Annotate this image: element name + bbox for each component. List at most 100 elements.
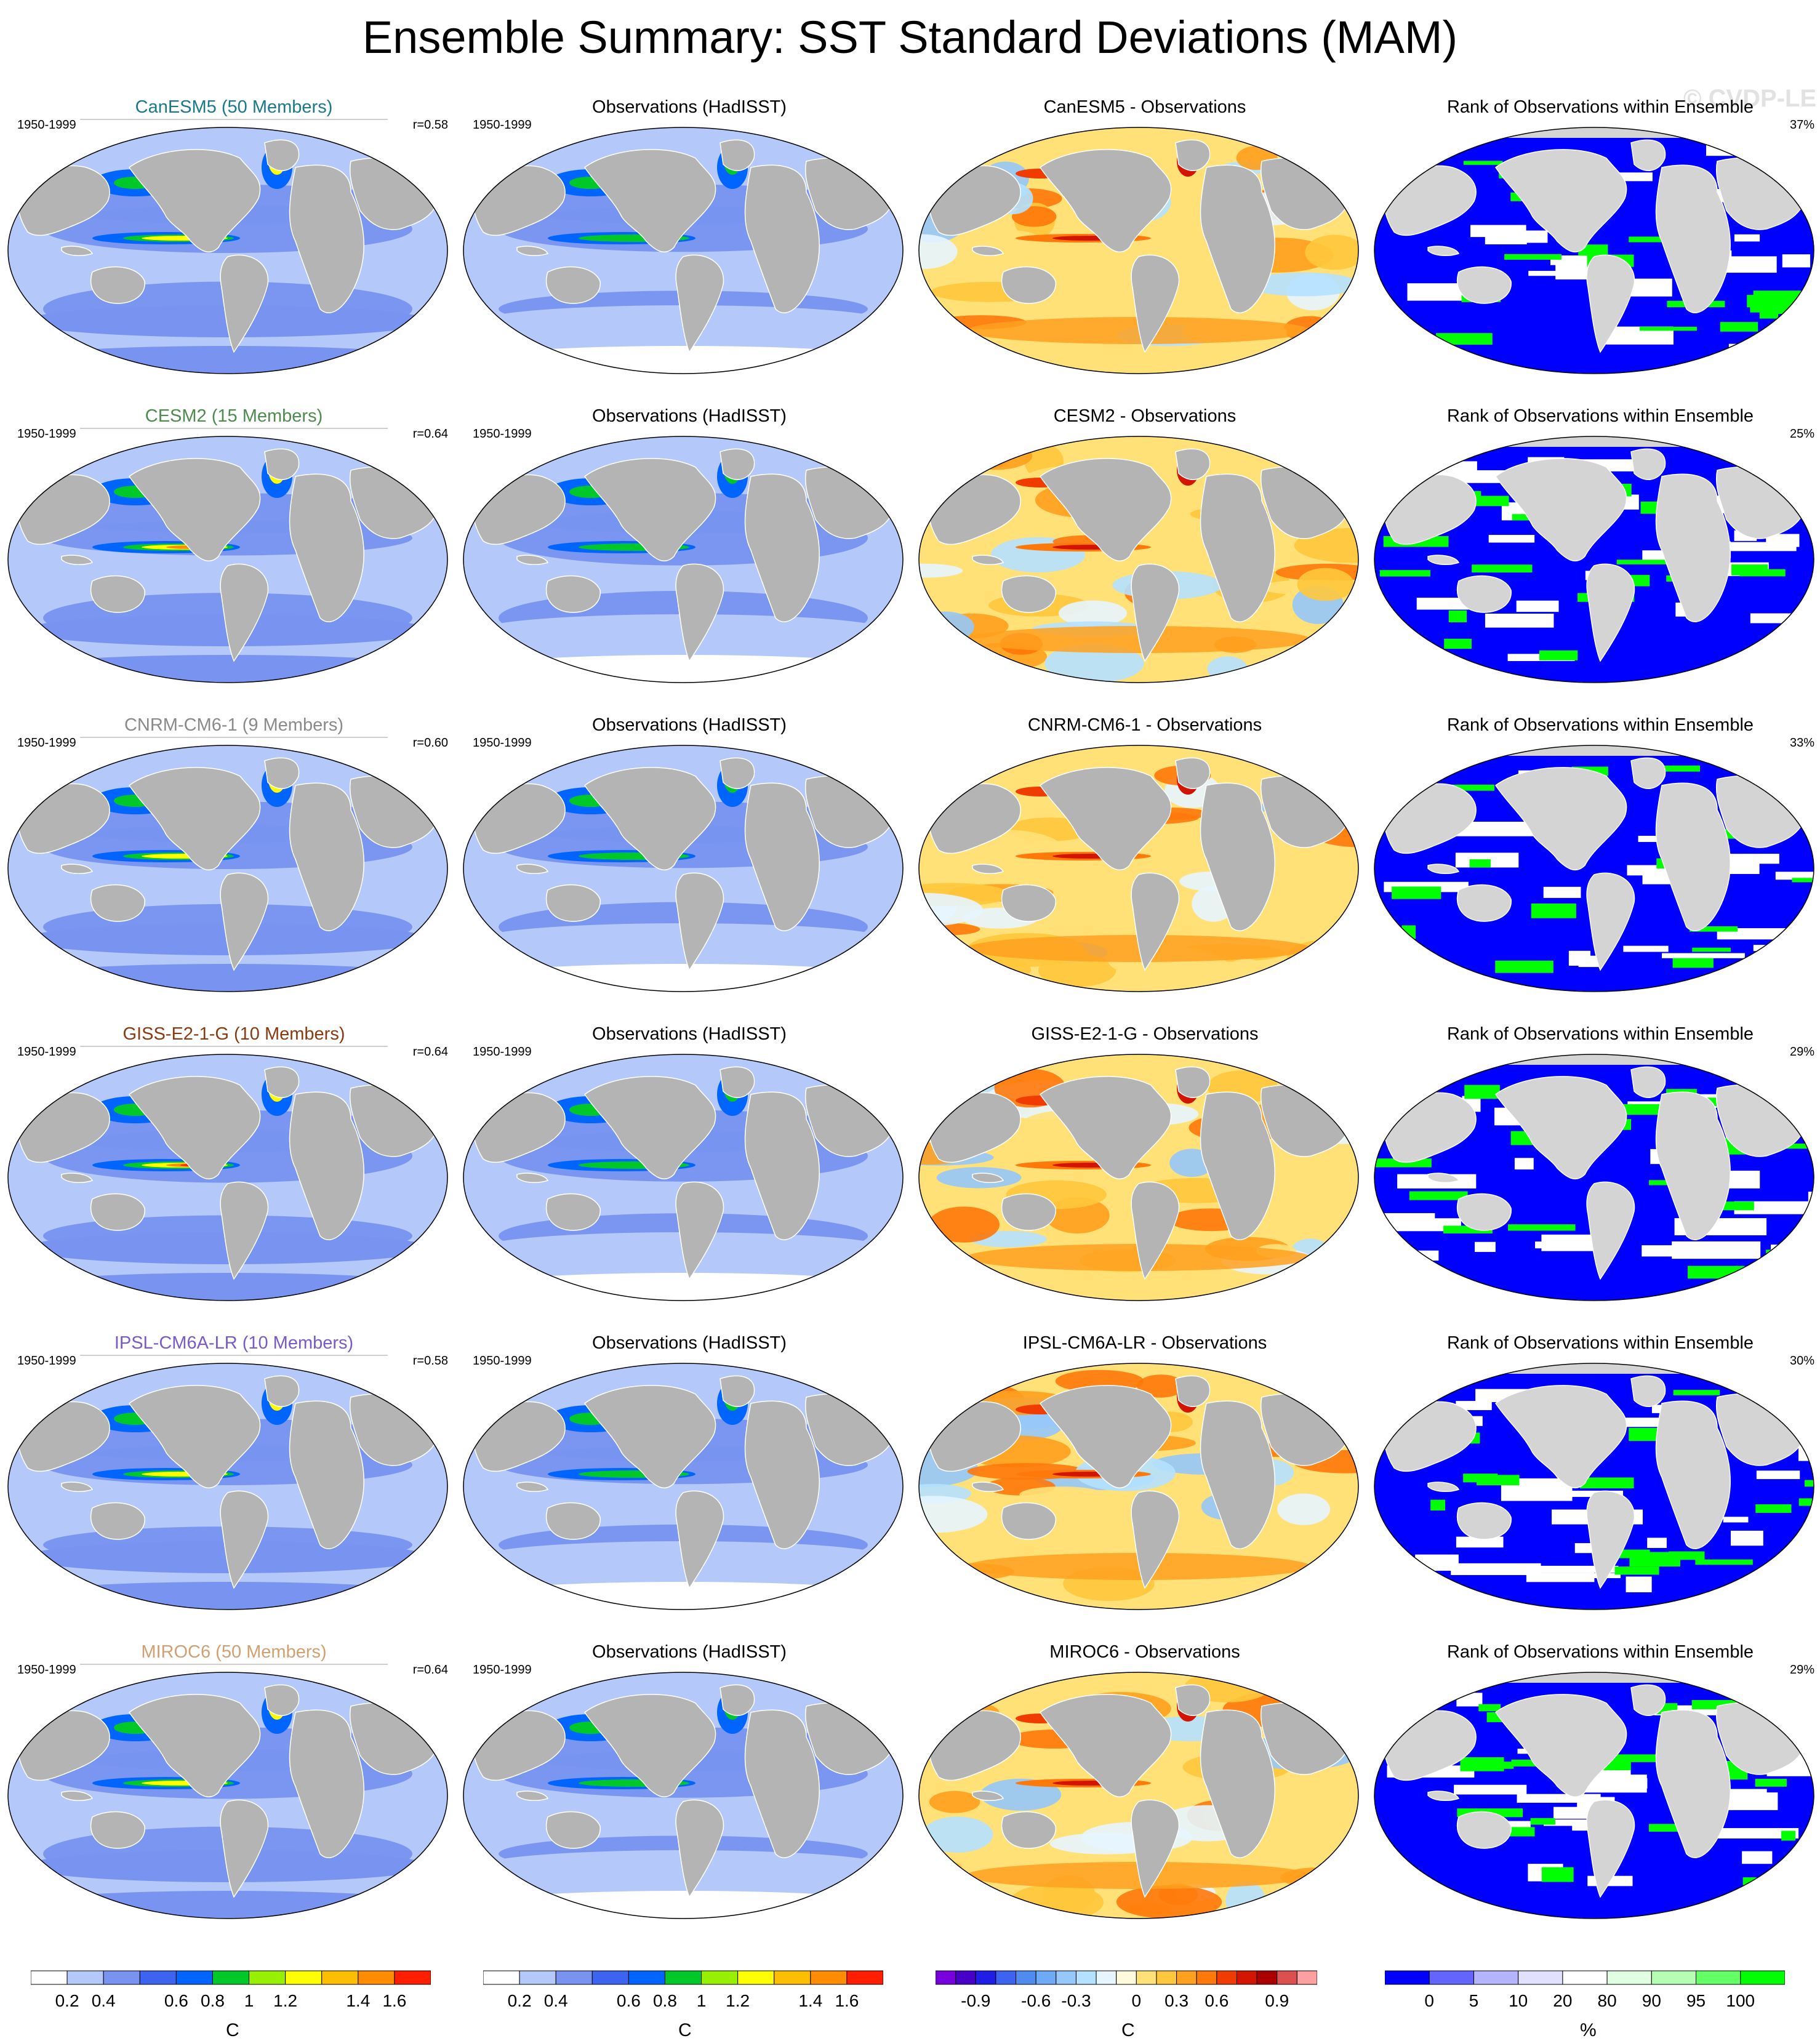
diff-title: MIROC6 - Observations [1049, 1642, 1240, 1662]
colorbar-rank: 0 5 10 20 80 90 95 100% [1385, 1970, 1785, 2040]
colorbar-swatch [1016, 1970, 1036, 1985]
colorbar-swatch [591, 1970, 629, 1985]
colorbar-swatch [249, 1970, 286, 1985]
period-label: 1950-1999 [473, 1354, 532, 1368]
obs-title: Observations (HadISST) [592, 715, 787, 735]
colorbar-swatches: 0.2 0.4 0.6 0.8 1 1.2 1.4 1.6 [483, 1970, 883, 2010]
rank-percentage: 25% [1789, 427, 1814, 441]
colorbar-diff: -0.9 -0.6 -0.3 0 0.3 0.6 0.9 C [936, 1970, 1317, 2040]
colorbar-swatch [1606, 1970, 1652, 1985]
colorbar-swatch [1096, 1970, 1117, 1985]
colorbar-tick-label: 0.2 [55, 1991, 79, 2010]
colorbar-tick-label: 0.4 [544, 1991, 568, 2010]
diff-map [918, 1672, 1359, 1919]
colorbar-swatch [1056, 1970, 1076, 1985]
colorbar-swatch [1196, 1970, 1217, 1985]
obs-panel: Observations (HadISST) 1950-1999 [462, 1328, 917, 1637]
colorbar-swatch [139, 1970, 177, 1985]
rank-title: Rank of Observations within Ensemble [1446, 97, 1754, 117]
colorbar-swatch [285, 1970, 323, 1985]
obs-map [463, 1363, 904, 1610]
colorbar-swatch [66, 1970, 104, 1985]
colorbar-swatch [664, 1970, 702, 1985]
obs-map [463, 745, 904, 992]
rank-title: Rank of Observations within Ensemble [1446, 715, 1754, 735]
sst-map [7, 436, 448, 683]
pattern-correlation: r=0.58 [412, 118, 448, 132]
colorbar-tick-label: 0 [1424, 1991, 1434, 2010]
sst-panel: CNRM-CM6-1 (9 Members) 1950-1999 r=0.60 [6, 710, 462, 1019]
colorbar-swatch [175, 1970, 213, 1985]
colorbar-swatch [1429, 1970, 1474, 1985]
colorbar-unit: C [678, 2020, 692, 2040]
colorbar-tick-label: 0.6 [617, 1991, 641, 2010]
colorbar-swatch [555, 1970, 593, 1985]
sst-map [7, 127, 448, 374]
colorbar-swatch [737, 1970, 775, 1985]
obs-panel: Observations (HadISST) 1950-1999 [462, 1019, 917, 1328]
colorbar-tick-label: 1.4 [346, 1991, 370, 2010]
colorbar-swatch [1473, 1970, 1519, 1985]
diff-panel: MIROC6 - Observations [917, 1637, 1373, 1946]
diff-title: CNRM-CM6-1 - Observations [1027, 715, 1262, 735]
colorbar-swatch [31, 1970, 68, 1985]
colorbar-tick-label: 0.8 [201, 1991, 225, 2010]
colorbar-tick-label: 0.2 [508, 1991, 532, 2010]
colorbar-swatch [358, 1970, 395, 1985]
model-title: CNRM-CM6-1 (9 Members) [80, 715, 388, 738]
model-title: CESM2 (15 Members) [80, 406, 388, 429]
period-label: 1950-1999 [473, 1663, 532, 1677]
colorbar-swatch [483, 1970, 520, 1985]
obs-map [463, 127, 904, 374]
colorbar-tick-label: -0.6 [1021, 1991, 1051, 2010]
obs-panel: Observations (HadISST) 1950-1999 [462, 92, 917, 401]
rank-panel: Rank of Observations within Ensemble 30% [1373, 1328, 1820, 1637]
colorbar-unit: % [1580, 2020, 1597, 2040]
colorbar-swatches: 0 5 10 20 80 90 95 100 [1385, 1970, 1785, 2010]
sst-panel: GISS-E2-1-G (10 Members) 1950-1999 r=0.64 [6, 1019, 462, 1328]
colorbar-unit: C [226, 2020, 239, 2040]
rank-percentage: 33% [1789, 736, 1814, 750]
colorbar-swatch [1136, 1970, 1157, 1985]
colorbar-tick-label: 5 [1469, 1991, 1479, 2010]
rank-map [1374, 1363, 1814, 1610]
colorbar-tick-label: 90 [1642, 1991, 1661, 2010]
sst-map [7, 1672, 448, 1919]
colorbar-swatch [1740, 1970, 1785, 1985]
sst-panel: MIROC6 (50 Members) 1950-1999 r=0.64 [6, 1637, 462, 1946]
obs-panel: Observations (HadISST) 1950-1999 [462, 1637, 917, 1946]
colorbar-swatch [846, 1970, 883, 1985]
diff-map [918, 745, 1359, 992]
colorbar-swatch [1518, 1970, 1563, 1985]
colorbar-sst-obs: 0.2 0.4 0.6 0.8 1 1.2 1.4 1.6 C [483, 1970, 883, 2040]
period-label: 1950-1999 [473, 427, 532, 441]
model-title: MIROC6 (50 Members) [80, 1642, 388, 1665]
sst-panel: IPSL-CM6A-LR (10 Members) 1950-1999 r=0.58 [6, 1328, 462, 1637]
diff-map [918, 436, 1359, 683]
colorbar-swatch [1562, 1970, 1608, 1985]
colorbar-tick-label: 1.2 [726, 1991, 750, 2010]
obs-map [463, 1054, 904, 1301]
rank-percentage: 37% [1789, 118, 1814, 132]
sst-panel: CanESM5 (50 Members) 1950-1999 r=0.58 [6, 92, 462, 401]
colorbar-tick-label: 0.4 [92, 1991, 116, 2010]
obs-title: Observations (HadISST) [592, 1642, 787, 1662]
colorbar-tick-label: 0.6 [1205, 1991, 1229, 2010]
colorbar-swatch [321, 1970, 359, 1985]
diff-panel: CNRM-CM6-1 - Observations [917, 710, 1373, 1019]
obs-panel: Observations (HadISST) 1950-1999 [462, 401, 917, 710]
colorbar-swatches: -0.9 -0.6 -0.3 0 0.3 0.6 0.9 [936, 1970, 1317, 2010]
rank-map [1374, 1054, 1814, 1301]
colorbar-tick-label: 1.4 [798, 1991, 822, 2010]
rank-map [1374, 127, 1814, 374]
obs-map [463, 436, 904, 683]
pattern-correlation: r=0.64 [412, 427, 448, 441]
rank-title: Rank of Observations within Ensemble [1446, 1024, 1754, 1044]
colorbar-tick-label: 1.6 [382, 1991, 406, 2010]
pattern-correlation: r=0.64 [412, 1663, 448, 1677]
diff-panel: GISS-E2-1-G - Observations [917, 1019, 1373, 1328]
colorbar-swatch [212, 1970, 250, 1985]
colorbar-tick-label: 1.2 [273, 1991, 297, 2010]
colorbar-tick-label: 0.6 [164, 1991, 188, 2010]
colorbar-unit: C [1121, 2020, 1135, 2040]
